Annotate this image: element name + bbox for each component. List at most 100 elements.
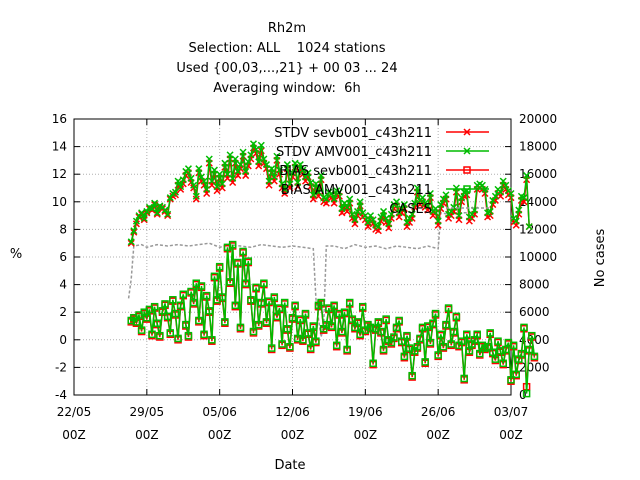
data-point-4 bbox=[489, 348, 497, 356]
data-point-2 bbox=[385, 220, 393, 228]
data-point-4 bbox=[345, 298, 354, 307]
data-point-2 bbox=[304, 169, 312, 177]
data-point-2 bbox=[270, 173, 278, 181]
legend-marker bbox=[463, 128, 471, 136]
data-point-2 bbox=[223, 170, 232, 178]
legend-label: BIAS AMV001_c43h211 bbox=[281, 183, 432, 198]
data-point-4 bbox=[421, 358, 429, 366]
data-point-4 bbox=[293, 334, 302, 343]
data-point-4 bbox=[491, 355, 500, 363]
data-point-2 bbox=[403, 218, 411, 227]
data-point-4 bbox=[153, 319, 161, 327]
data-point-2 bbox=[424, 202, 432, 210]
x-tick-sublabel: 00Z bbox=[281, 428, 305, 442]
data-point-2 bbox=[252, 145, 260, 153]
data-point-4 bbox=[257, 298, 266, 307]
data-point-2 bbox=[294, 178, 302, 187]
x-tick-label: 05/06 bbox=[202, 405, 237, 419]
title-line-1: Rh2m bbox=[268, 21, 306, 36]
data-point-4 bbox=[335, 309, 344, 318]
y2-tick-label: 6000 bbox=[519, 305, 550, 319]
data-point-4 bbox=[473, 330, 481, 339]
data-point-4 bbox=[439, 342, 448, 351]
data-point-2 bbox=[192, 192, 200, 200]
data-point-2 bbox=[413, 184, 421, 192]
data-point-2 bbox=[236, 161, 245, 169]
data-point-2 bbox=[309, 191, 317, 199]
chart-title: Rh2m Selection: ALL 1024 stations Used {… bbox=[176, 21, 397, 96]
data-point-2 bbox=[434, 217, 442, 225]
y-tick-label: 14 bbox=[52, 140, 67, 154]
data-point-2 bbox=[322, 195, 330, 203]
data-point-4 bbox=[189, 298, 198, 307]
data-point-2 bbox=[367, 212, 375, 220]
legend-marker bbox=[463, 185, 471, 193]
data-point-2 bbox=[452, 184, 460, 192]
data-point-4 bbox=[509, 341, 518, 350]
data-point-2 bbox=[507, 189, 515, 198]
x-tick-sublabel: 00Z bbox=[499, 428, 523, 442]
data-point-2 bbox=[216, 170, 224, 178]
data-point-4 bbox=[169, 296, 177, 304]
data-point-4 bbox=[502, 345, 510, 354]
data-point-2 bbox=[301, 173, 310, 181]
data-point-4 bbox=[398, 337, 406, 345]
data-point-4 bbox=[226, 278, 234, 286]
data-point-2 bbox=[382, 214, 390, 222]
data-point-2 bbox=[249, 140, 258, 148]
data-point-4 bbox=[463, 330, 471, 339]
data-point-2 bbox=[369, 216, 377, 224]
data-point-4 bbox=[150, 302, 159, 311]
data-point-2 bbox=[393, 198, 401, 206]
legend-marker bbox=[463, 166, 471, 174]
data-point-4 bbox=[265, 297, 273, 305]
data-point-4 bbox=[304, 329, 312, 337]
data-point-4 bbox=[528, 331, 536, 340]
data-point-2 bbox=[406, 214, 414, 222]
data-point-4 bbox=[221, 318, 229, 326]
data-point-2 bbox=[291, 159, 299, 167]
data-point-4 bbox=[520, 323, 528, 332]
data-point-4 bbox=[447, 340, 455, 348]
data-point-2 bbox=[380, 207, 388, 215]
data-point-2 bbox=[340, 199, 349, 207]
data-point-2 bbox=[138, 209, 146, 217]
data-point-4 bbox=[353, 318, 362, 326]
data-point-2 bbox=[317, 172, 325, 180]
data-point-4 bbox=[309, 322, 318, 330]
data-point-4 bbox=[338, 327, 346, 336]
data-point-1 bbox=[177, 185, 185, 193]
data-point-2 bbox=[171, 188, 179, 196]
legend-label: CASES bbox=[389, 202, 432, 217]
data-point-1 bbox=[192, 195, 200, 203]
y-tick-label: -4 bbox=[55, 388, 67, 402]
y-tick-label: 8 bbox=[59, 222, 67, 236]
data-point-2 bbox=[221, 159, 229, 167]
series-layer bbox=[127, 140, 539, 398]
data-point-2 bbox=[351, 216, 359, 224]
data-point-2 bbox=[515, 206, 523, 214]
data-point-2 bbox=[184, 165, 192, 173]
data-point-2 bbox=[208, 177, 216, 185]
data-point-4 bbox=[176, 301, 185, 310]
data-point-4 bbox=[413, 342, 422, 351]
data-point-2 bbox=[523, 172, 531, 180]
data-point-4 bbox=[137, 326, 146, 334]
x-tick-label: 12/06 bbox=[275, 405, 310, 419]
data-point-4 bbox=[312, 337, 320, 345]
data-point-4 bbox=[483, 342, 492, 351]
data-point-4 bbox=[234, 258, 242, 267]
data-point-2 bbox=[497, 188, 505, 196]
data-point-4 bbox=[327, 322, 336, 330]
data-point-2 bbox=[278, 180, 286, 188]
y-tick-label: -2 bbox=[55, 360, 67, 374]
data-point-2 bbox=[520, 194, 528, 202]
legend-label: BIAS sevb001_c43h211 bbox=[279, 164, 432, 179]
y2-tick-label: 10000 bbox=[519, 250, 557, 264]
data-point-2 bbox=[234, 167, 242, 175]
data-point-2 bbox=[247, 151, 255, 159]
data-point-2 bbox=[455, 212, 463, 220]
data-point-4 bbox=[179, 290, 187, 299]
data-point-2 bbox=[283, 161, 291, 169]
data-point-4 bbox=[343, 345, 351, 354]
